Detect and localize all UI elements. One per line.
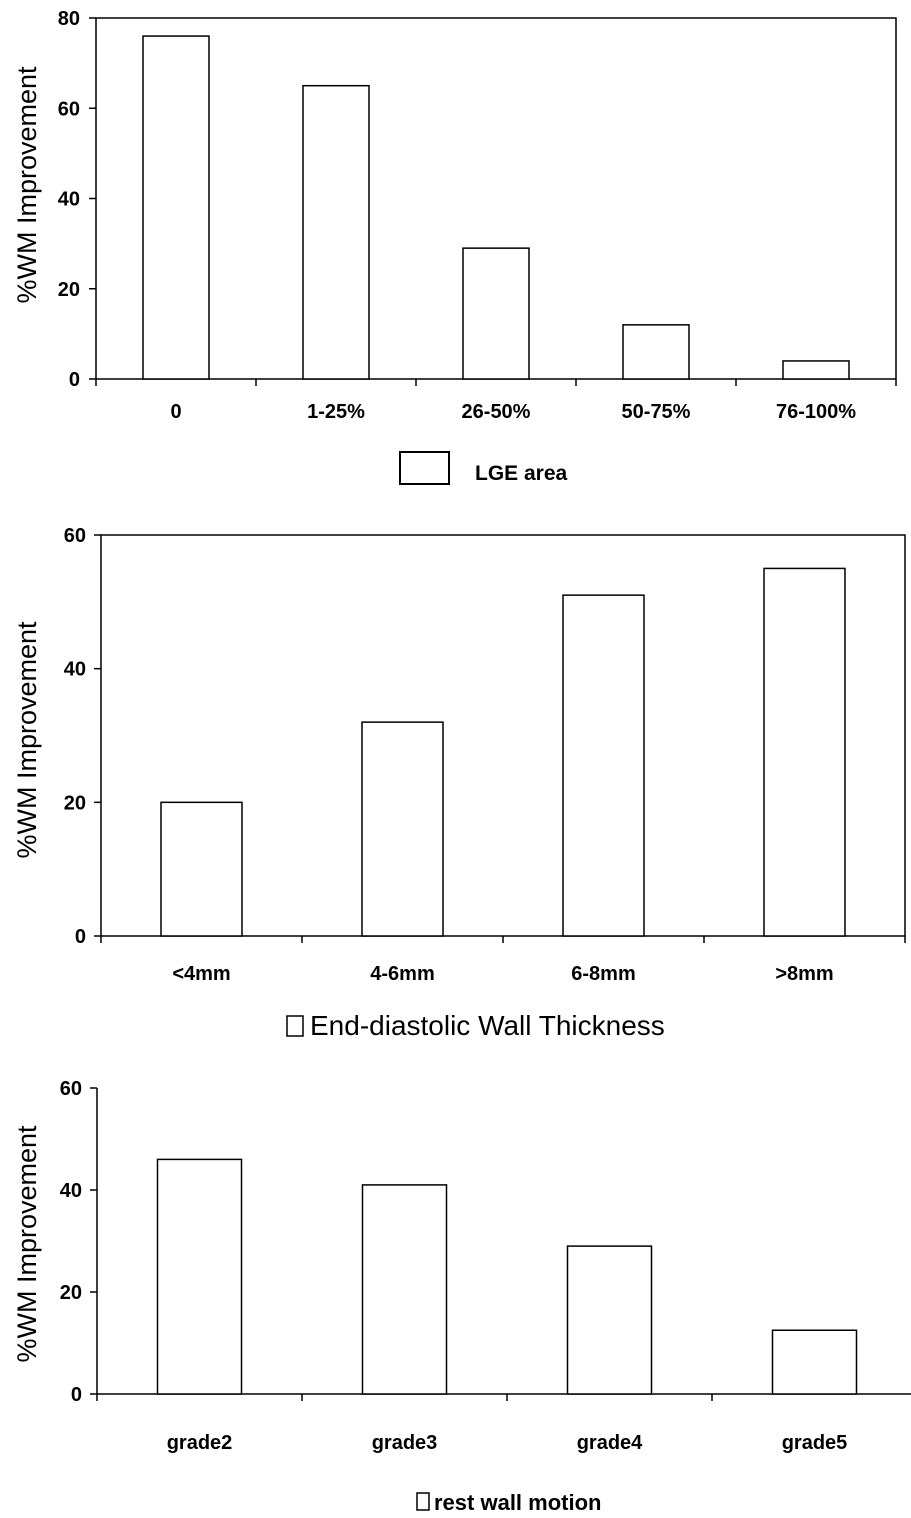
y-axis-label: %WM Improvement <box>12 621 42 859</box>
x-axis: grade2 grade3 grade4 grade5 <box>96 1394 848 1454</box>
bars <box>156 1158 858 1395</box>
bar-grade2 <box>156 1158 243 1395</box>
y-tick-label: 80 <box>58 8 80 30</box>
bar-grade4 <box>566 1245 653 1395</box>
y-tick-label: 60 <box>64 525 86 547</box>
y-tick-label: 20 <box>64 792 86 814</box>
x-tick-label: grade3 <box>372 1432 438 1454</box>
y-axis: 0 20 40 60 <box>60 1078 97 1406</box>
x-axis: 0 1-25% 26-50% 50-75% 76-100% <box>95 379 897 423</box>
x-tick-label: 76-100% <box>776 401 856 423</box>
x-tick-label: grade2 <box>167 1432 233 1454</box>
legend-swatch <box>416 1492 430 1511</box>
bar-6-8mm <box>562 594 645 937</box>
legend-label: End-diastolic Wall Thickness <box>310 1010 665 1041</box>
bar-grade3 <box>361 1184 448 1395</box>
bar-grade5 <box>771 1329 858 1395</box>
legend-label: rest wall motion <box>434 1490 601 1515</box>
bar-4-6mm <box>361 721 444 937</box>
chart-panel-rest-wall-motion: 0 20 40 60 grade2 grade3 grade4 grade5 %WM Imp… <box>12 1078 911 1515</box>
chart-panel-lge-area: 0 20 40 60 80 0 1-25% 26-50% 50-75% 76-100% %WM … <box>12 8 897 485</box>
y-axis-label: %WM Improvement <box>12 66 42 304</box>
bars <box>160 567 846 937</box>
x-axis: <4mm 4-6mm 6-8mm >8mm <box>100 936 906 985</box>
legend: LGE area <box>399 451 568 485</box>
chart-panel-wall-thickness: 0 20 40 60 <4mm 4-6mm 6-8mm >8mm %WM Improveme… <box>12 525 906 1041</box>
y-tick-label: 0 <box>69 369 80 391</box>
bar-76-100% <box>782 360 850 380</box>
bar->8mm <box>763 567 846 937</box>
x-tick-label: 26-50% <box>462 401 531 423</box>
x-tick-label: grade5 <box>782 1432 848 1454</box>
y-axis: 0 20 40 60 80 <box>58 8 96 391</box>
y-tick-label: 40 <box>60 1180 82 1202</box>
y-tick-label: 40 <box>64 659 86 681</box>
x-tick-label: >8mm <box>775 963 833 985</box>
y-tick-label: 0 <box>71 1384 82 1406</box>
bar-50-75% <box>622 324 690 380</box>
x-tick-label: grade4 <box>577 1432 643 1454</box>
legend: End-diastolic Wall Thickness <box>286 1010 665 1041</box>
x-tick-label: 1-25% <box>307 401 365 423</box>
bar-0 <box>142 35 210 380</box>
x-tick-label: 50-75% <box>622 401 691 423</box>
y-tick-label: 40 <box>58 189 80 211</box>
legend-swatch <box>286 1015 304 1037</box>
y-tick-label: 0 <box>75 926 86 948</box>
x-tick-label: 0 <box>170 401 181 423</box>
bar-1-25% <box>302 84 370 380</box>
bar-<4mm <box>160 801 243 937</box>
y-axis: 0 20 40 60 <box>64 525 101 948</box>
x-tick-label: 6-8mm <box>571 963 635 985</box>
x-tick-label: <4mm <box>172 963 230 985</box>
x-tick-label: 4-6mm <box>370 963 434 985</box>
y-tick-label: 60 <box>58 98 80 120</box>
legend-swatch <box>399 451 450 485</box>
y-tick-label: 20 <box>58 279 80 301</box>
y-axis-label: %WM Improvement <box>12 1125 42 1363</box>
bar-26-50% <box>462 247 530 380</box>
legend: rest wall motion <box>416 1490 601 1515</box>
legend-label: LGE area <box>475 462 568 485</box>
y-tick-label: 60 <box>60 1078 82 1100</box>
y-tick-label: 20 <box>60 1282 82 1304</box>
bars <box>142 35 850 380</box>
